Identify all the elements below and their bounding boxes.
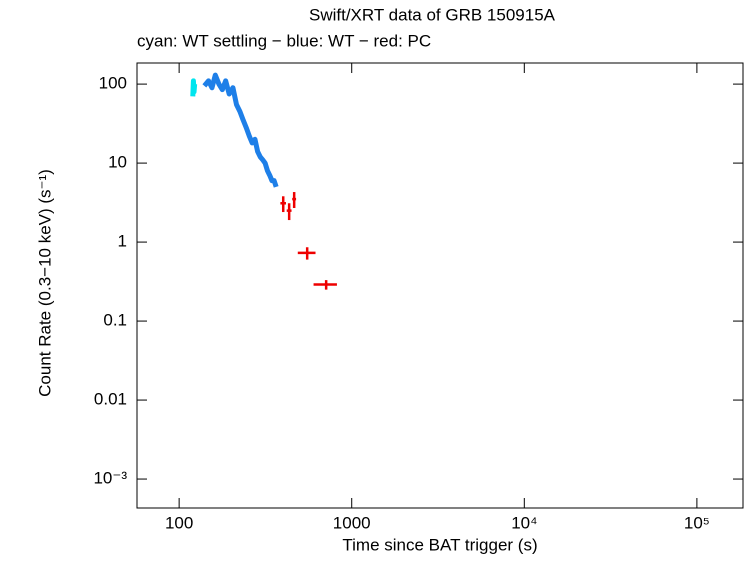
y-tick-label: 1 xyxy=(118,232,127,251)
x-tick-label: 10⁵ xyxy=(684,513,710,532)
y-tick-label: 0.1 xyxy=(103,311,127,330)
y-axis-label: Count Rate (0.3−10 keV) (s⁻¹) xyxy=(35,169,54,397)
x-tick-label: 100 xyxy=(165,513,193,532)
y-tick-label: 10⁻³ xyxy=(93,469,127,488)
chart-title: Swift/XRT data of GRB 150915A xyxy=(309,5,556,24)
x-tick-label: 1000 xyxy=(333,513,371,532)
data-band xyxy=(202,72,279,188)
y-tick-label: 100 xyxy=(99,74,127,93)
chart-subtitle: cyan: WT settling − blue: WT − red: PC xyxy=(137,31,431,50)
data-band xyxy=(190,78,198,97)
x-axis-label: Time since BAT trigger (s) xyxy=(342,535,537,554)
y-tick-label: 0.01 xyxy=(94,390,127,409)
y-tick-label: 10 xyxy=(108,153,127,172)
plot-frame xyxy=(136,62,744,509)
x-tick-label: 10⁴ xyxy=(511,513,537,532)
